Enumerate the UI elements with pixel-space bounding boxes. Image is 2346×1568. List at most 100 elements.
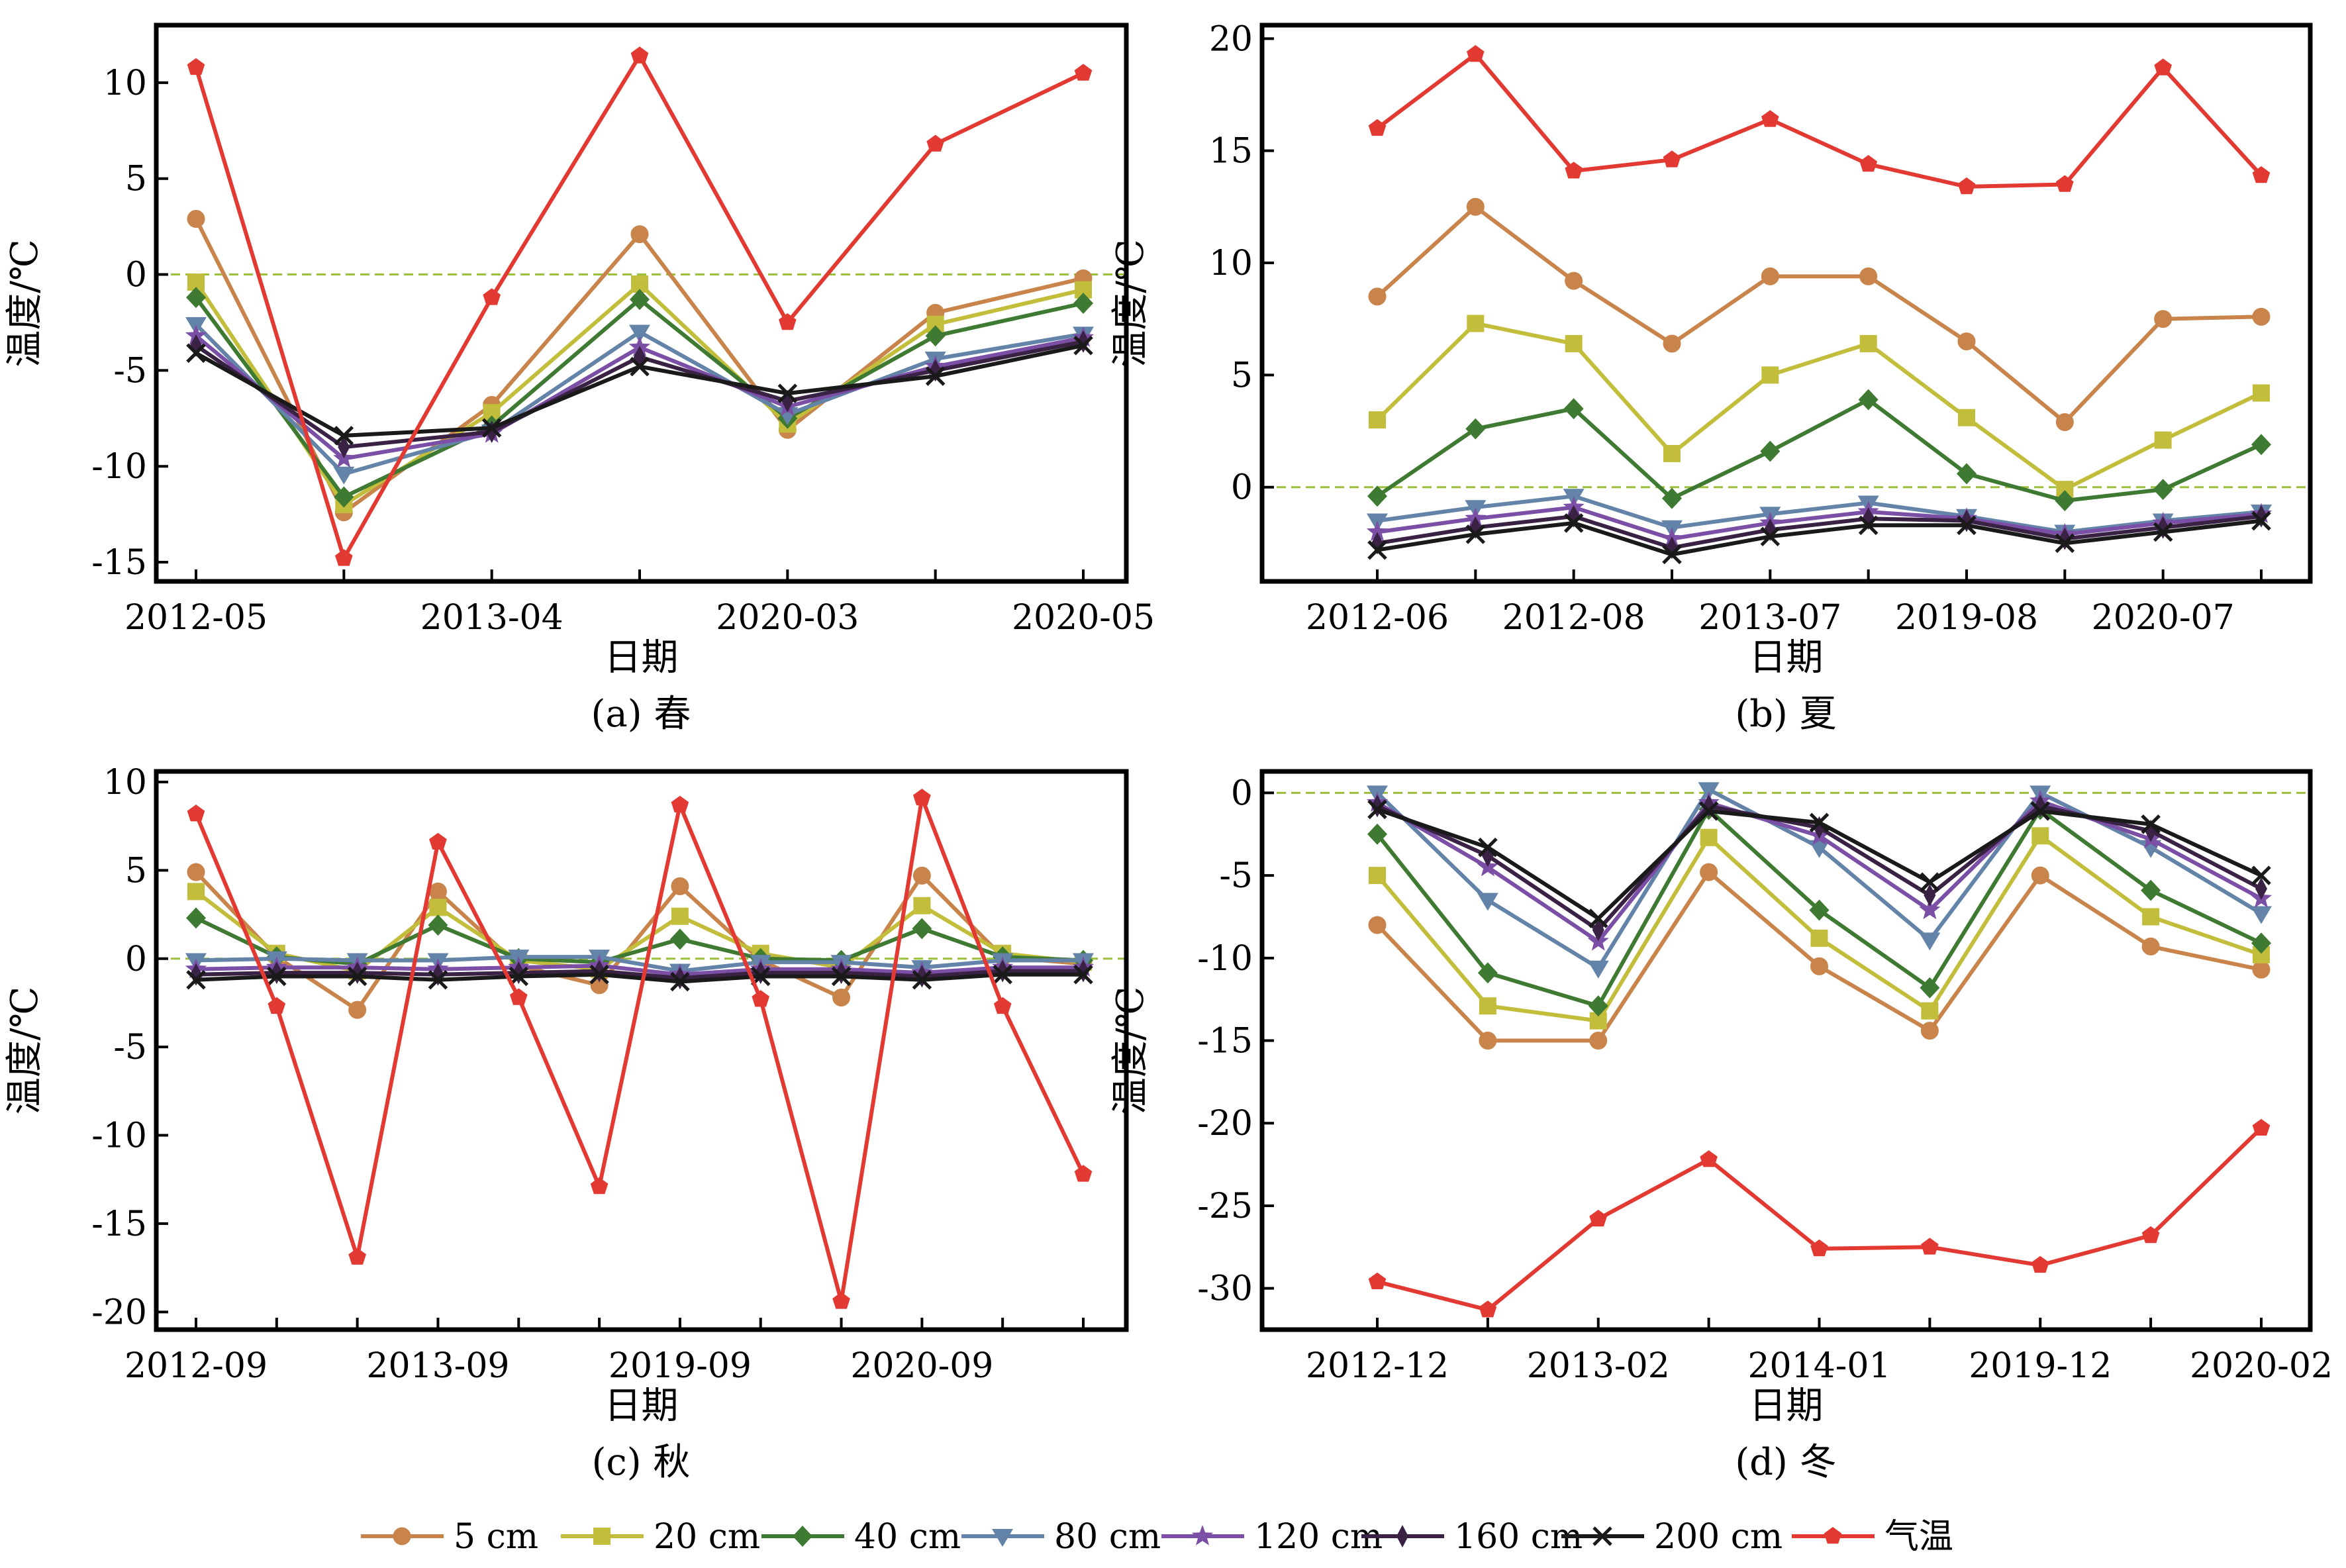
data-point [912,866,931,885]
data-point [1761,110,1779,127]
legend-label: 气温 [1884,1517,1953,1557]
data-point [1921,1002,1939,1020]
data-point [2154,58,2172,75]
series-line-120cm [195,963,1083,977]
legend-label: 160 cm [1454,1517,1583,1557]
data-point [671,907,689,925]
data-point [1700,1150,1718,1167]
series-line-5cm [1375,205,2262,424]
legend-item-20cm: 20 cm [561,1517,760,1557]
data-point [1859,155,1877,172]
legend-label: 200 cm [1654,1517,1783,1557]
data-point [1957,332,1976,351]
data-point [186,343,206,364]
data-point [187,58,205,75]
data-point [671,877,689,895]
data-point [1587,960,1609,979]
data-point [1479,1032,1497,1050]
data-point [2055,413,2074,432]
y-tick-label: -5 [113,351,147,391]
data-point [1465,418,1486,440]
data-point [187,883,205,901]
data-point [2141,814,2161,834]
panel-caption: (d) 冬 [1735,1441,1836,1484]
panel-caption: (c) 秋 [592,1441,691,1484]
y-tick-label: -30 [1197,1269,1253,1309]
data-point [2055,533,2075,554]
data-point [2153,479,2173,501]
data-point [1369,411,1386,429]
data-point [2031,1255,2049,1273]
y-tick-label: 10 [103,64,147,103]
x-tick-label: 2012-12 [1306,1346,1449,1386]
data-point [1919,932,1941,951]
data-point [1698,782,1720,801]
data-point [2056,175,2074,192]
y-axis-title: 温度/℃ [1109,239,1152,368]
series-line-200cm [1377,518,2262,557]
data-point [925,366,946,386]
data-point [1477,893,1498,911]
x-tick-label: 2012-09 [124,1346,268,1386]
data-point [2252,960,2271,979]
x-tick-label: 2013-09 [366,1346,509,1386]
data-point [2252,307,2271,326]
x-tick-label: 2019-08 [1895,598,2038,638]
panel-3: 10 5 0 -5 -10 -15 -20 2012-09 2013-09 2019-09 2020… [3,763,1129,1484]
legend-item-40cm: 40 cm [761,1517,961,1557]
data-point [1809,812,1830,833]
series-air-temp [1368,45,2271,195]
data-point [186,287,206,309]
series-line-5cm [1375,870,2262,1043]
series-80cm [1367,489,2272,543]
data-point [630,356,650,377]
legend-item-200cm: 200 cm [1561,1517,1783,1557]
data-point [670,971,690,992]
data-point [347,966,367,987]
data-point [1478,837,1498,858]
series-120cm [1366,789,2273,951]
x-tick-label: 2014-01 [1747,1346,1890,1386]
series-160cm [1371,795,2267,942]
y-tick-label: -15 [91,1204,147,1244]
y-tick-label: -5 [1219,856,1253,896]
data-point [1810,957,1828,975]
data-point [1808,840,1830,858]
y-axis-title: 温度/℃ [3,987,46,1115]
data-point [1466,197,1485,216]
series-200cm [1367,511,2271,565]
data-point [1074,1165,1093,1182]
series-line-20cm [1375,321,2263,492]
series-air-temp [187,46,1093,566]
legend-marker [992,1529,1013,1547]
data-point [630,225,649,244]
data-point [629,324,650,343]
plot-frame [1259,23,2313,584]
data-point [1924,884,1936,907]
data-point [1467,315,1485,332]
legend-label: 40 cm [854,1517,961,1557]
data-point [481,418,502,438]
legend-item-air-temp: 气温 [1792,1517,1953,1557]
series-line-air-temp [194,796,1085,1304]
data-point [1858,515,1879,536]
data-point [752,990,769,1007]
data-point [2251,434,2271,456]
series-line-200cm [195,972,1083,984]
data-point [1368,1272,1387,1289]
data-point [630,46,649,64]
x-axis-title: 日期 [605,636,679,679]
data-point [1662,487,1682,509]
data-point [831,966,852,987]
legend-marker [1824,1527,1842,1544]
legend-label: 5 cm [454,1517,538,1557]
data-point [1698,801,1719,821]
data-point [1074,64,1093,81]
data-point [333,466,355,485]
data-point [1565,162,1583,179]
data-point [671,795,689,812]
data-point [338,436,350,459]
series-200cm [186,965,1093,992]
data-point [2255,877,2267,901]
data-point [2141,1226,2160,1244]
